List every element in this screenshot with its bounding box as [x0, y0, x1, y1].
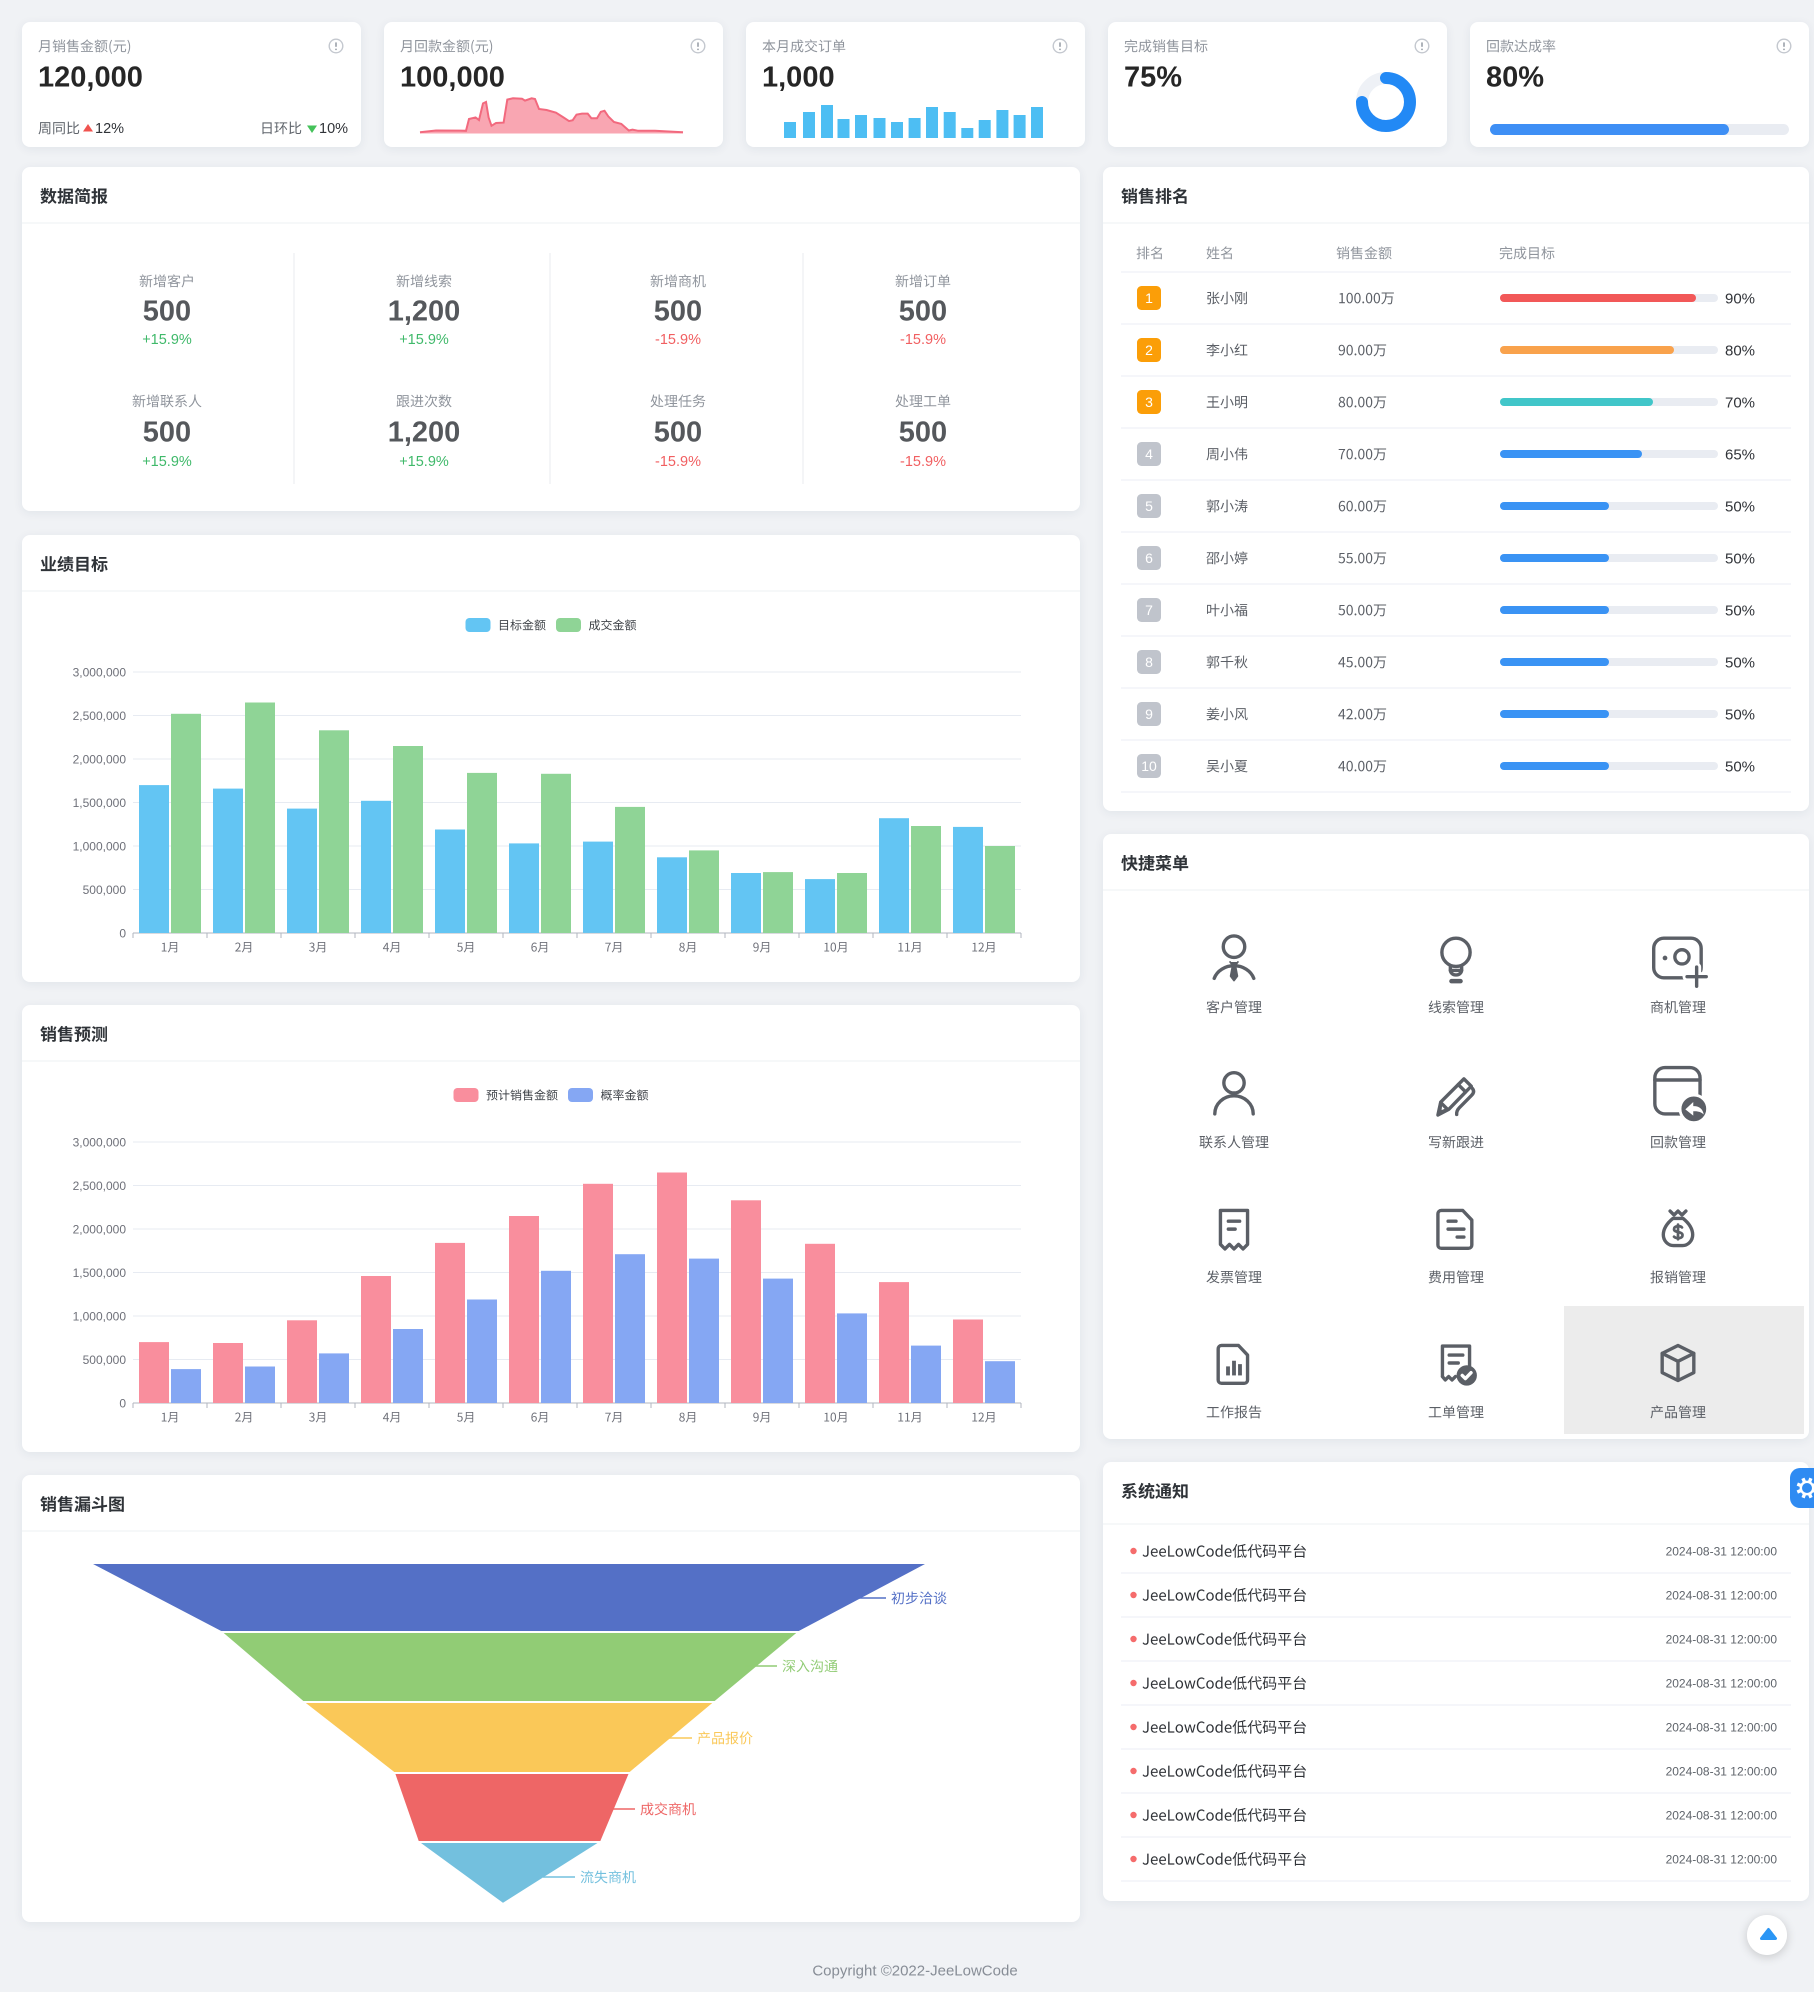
svg-text:2024-08-31 12:00:00: 2024-08-31 12:00:00: [1666, 1764, 1778, 1778]
svg-text:50%: 50%: [1725, 550, 1755, 567]
svg-text:1,500,000: 1,500,000: [73, 1266, 127, 1280]
svg-text:3,000,000: 3,000,000: [73, 1135, 127, 1149]
svg-text:70%: 70%: [1725, 394, 1755, 411]
svg-text:1,000,000: 1,000,000: [73, 839, 127, 853]
svg-text:50%: 50%: [1725, 602, 1755, 619]
svg-text:12%: 12%: [95, 121, 124, 137]
svg-text:65%: 65%: [1725, 446, 1755, 463]
svg-text:500: 500: [899, 416, 947, 448]
svg-text:7: 7: [1145, 602, 1153, 618]
svg-text:120,000: 120,000: [38, 61, 143, 93]
svg-text:50%: 50%: [1725, 498, 1755, 515]
svg-text:-15.9%: -15.9%: [900, 332, 946, 348]
svg-text:6: 6: [1145, 550, 1153, 566]
svg-text:10%: 10%: [319, 121, 348, 137]
svg-text:0: 0: [119, 926, 126, 940]
svg-text:500: 500: [654, 295, 702, 327]
svg-text:1,200: 1,200: [388, 295, 461, 327]
svg-text:80%: 80%: [1486, 61, 1544, 93]
svg-text:10: 10: [1141, 758, 1157, 774]
svg-text:2024-08-31 12:00:00: 2024-08-31 12:00:00: [1666, 1720, 1778, 1734]
svg-text:-15.9%: -15.9%: [900, 454, 946, 470]
svg-text:1,000: 1,000: [762, 61, 835, 93]
svg-text:500: 500: [143, 295, 191, 327]
svg-text:500: 500: [654, 416, 702, 448]
svg-text:2024-08-31 12:00:00: 2024-08-31 12:00:00: [1666, 1852, 1778, 1866]
svg-text:9: 9: [1145, 706, 1153, 722]
svg-text:1,000,000: 1,000,000: [73, 1309, 127, 1323]
svg-text:5: 5: [1145, 498, 1153, 514]
svg-text:1: 1: [1145, 290, 1153, 306]
svg-text:2024-08-31 12:00:00: 2024-08-31 12:00:00: [1666, 1544, 1778, 1558]
svg-text:500: 500: [899, 295, 947, 327]
svg-text:0: 0: [119, 1396, 126, 1410]
svg-text:1,500,000: 1,500,000: [73, 796, 127, 810]
svg-text:2,000,000: 2,000,000: [73, 752, 127, 766]
svg-text:Copyright ©2022-JeeLowCode: Copyright ©2022-JeeLowCode: [812, 1962, 1017, 1979]
svg-text:+15.9%: +15.9%: [142, 454, 192, 470]
svg-text:2024-08-31 12:00:00: 2024-08-31 12:00:00: [1666, 1808, 1778, 1822]
svg-text:90%: 90%: [1725, 290, 1755, 307]
svg-text:-15.9%: -15.9%: [655, 332, 701, 348]
svg-text:2024-08-31 12:00:00: 2024-08-31 12:00:00: [1666, 1676, 1778, 1690]
svg-text:500: 500: [143, 416, 191, 448]
svg-text:2024-08-31 12:00:00: 2024-08-31 12:00:00: [1666, 1588, 1778, 1602]
svg-text:2,000,000: 2,000,000: [73, 1222, 127, 1236]
svg-text:-15.9%: -15.9%: [655, 454, 701, 470]
svg-text:500,000: 500,000: [83, 883, 127, 897]
svg-text:50%: 50%: [1725, 706, 1755, 723]
svg-text:75%: 75%: [1124, 61, 1182, 93]
svg-text:4: 4: [1145, 446, 1153, 462]
svg-text:1,200: 1,200: [388, 416, 461, 448]
svg-text:+15.9%: +15.9%: [399, 454, 449, 470]
svg-text:2,500,000: 2,500,000: [73, 709, 127, 723]
svg-text:3: 3: [1145, 394, 1153, 410]
svg-text:100,000: 100,000: [400, 61, 505, 93]
svg-text:+15.9%: +15.9%: [399, 332, 449, 348]
svg-text:3,000,000: 3,000,000: [73, 665, 127, 679]
svg-text:80%: 80%: [1725, 342, 1755, 359]
svg-text:8: 8: [1145, 654, 1153, 670]
svg-text:500,000: 500,000: [83, 1353, 127, 1367]
svg-text:50%: 50%: [1725, 758, 1755, 775]
svg-text:50%: 50%: [1725, 654, 1755, 671]
svg-text:2024-08-31 12:00:00: 2024-08-31 12:00:00: [1666, 1632, 1778, 1646]
svg-text:2,500,000: 2,500,000: [73, 1179, 127, 1193]
svg-text:2: 2: [1145, 342, 1153, 358]
svg-text:+15.9%: +15.9%: [142, 332, 192, 348]
